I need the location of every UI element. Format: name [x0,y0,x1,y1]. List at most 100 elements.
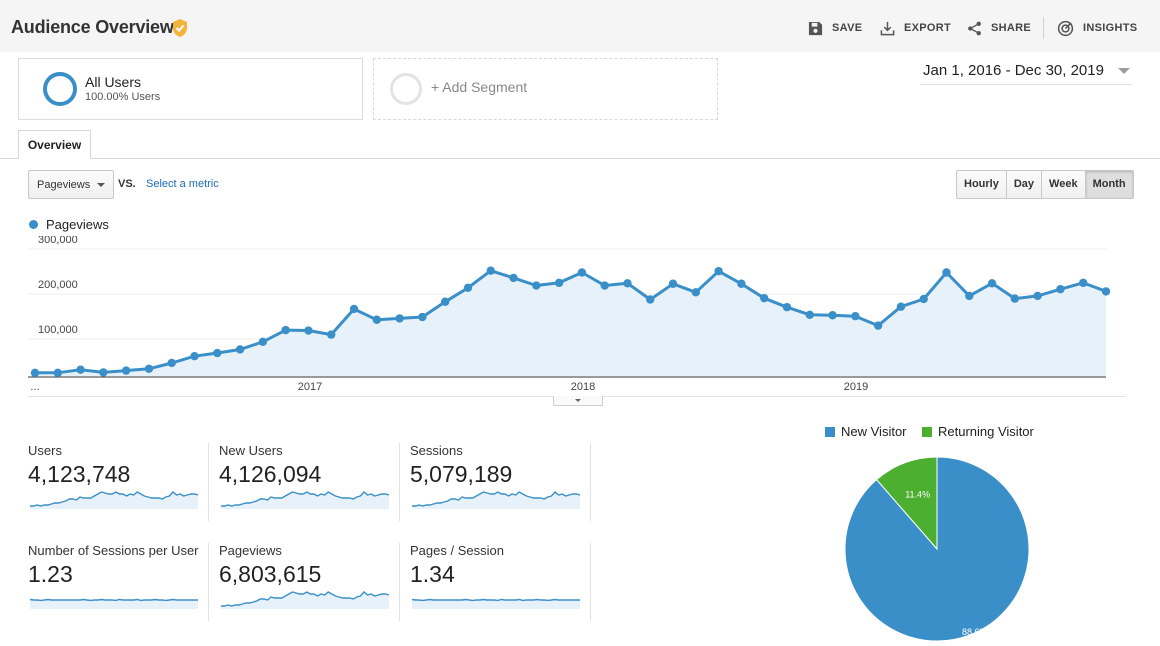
scorecard-pageviews[interactable]: Pageviews 6,803,615 [219,543,400,629]
x-tick-label: 2019 [844,381,868,393]
sparkline [412,491,581,509]
sparkline [221,591,390,609]
data-point [372,315,382,324]
scorecard-value: 1.34 [410,561,455,587]
sparkline-area [412,599,580,609]
pie-legend-new-visitor[interactable]: New Visitor [825,424,907,439]
scorecard-users[interactable]: Users 4,123,748 [28,443,209,529]
chart-expand-handle[interactable] [553,396,603,406]
data-point [1033,291,1042,301]
download-icon [880,21,895,35]
segment-percentage: 100.00% Users [85,91,161,103]
data-point [213,348,222,358]
sparkline-line [412,491,581,507]
caret-down-icon [97,183,105,187]
scorecard-label: Pages / Session [410,543,504,558]
data-point [30,368,40,378]
data-point [1056,284,1065,294]
scorecard-label: Number of Sessions per User [28,543,199,558]
sparkline [411,598,580,609]
insights-button[interactable]: INSIGHTS [1057,18,1137,38]
data-point [714,266,723,276]
pie-slice-label: 11.4% [905,489,930,499]
scorecard-sessions[interactable]: Sessions 5,079,189 [410,443,591,529]
date-range-picker[interactable]: Jan 1, 2016 - Dec 30, 2019 [920,61,1132,85]
select-metric-link[interactable]: Select a metric [146,178,219,190]
data-point [828,311,837,320]
pageviews-line-chart[interactable]: 100,000 200,000 300,000... 2017 2018 2019 [0,236,1160,396]
metric-dropdown[interactable]: Pageviews [28,170,114,199]
share-label: SHARE [991,22,1032,34]
scorecard-value: 4,123,748 [28,461,131,487]
sparkline [221,491,390,509]
data-point [327,330,336,339]
save-label: SAVE [832,22,863,34]
pie-legend-returning-visitor[interactable]: Returning Visitor [922,424,1034,439]
insights-icon [1057,20,1074,36]
x-tick-label: 2018 [571,381,595,393]
share-button[interactable]: SHARE [967,18,1031,38]
data-point [235,345,245,354]
sparkline-line [30,491,199,507]
scorecard-sessions-per-user[interactable]: Number of Sessions per User 1.23 [28,543,209,629]
sparkline-area [30,492,198,509]
data-point [942,268,951,277]
segment-all-users[interactable]: All Users 100.00% Users [18,58,363,120]
vs-label: VS. [118,178,136,190]
empty-segment-ring-icon [390,73,422,105]
scorecard-new-users[interactable]: New Users 4,126,094 [219,443,400,529]
x-tick-label: 2017 [298,381,322,393]
data-point [737,279,746,288]
data-point [281,325,290,335]
page-title: Audience Overview [11,17,174,37]
data-point [258,337,268,346]
verified-shield-icon [173,19,187,37]
sparkline-line [29,598,198,602]
toolbar-divider [1043,17,1044,39]
chevron-down-icon [1118,68,1130,74]
granularity-hourly-button[interactable]: Hourly [957,171,1007,198]
x-tick-label: ... [30,381,39,393]
scorecard-divider [208,443,209,521]
data-point [873,321,883,330]
sparkline [30,491,199,509]
granularity-toggle: Hourly Day Week Month [956,170,1134,199]
data-point [121,366,131,375]
save-icon [808,21,823,35]
scorecard-divider [590,443,591,521]
pie-slice-label: 88.6% [962,627,988,637]
segment-name: All Users [85,74,142,90]
share-icon [968,21,981,35]
data-point [623,279,632,288]
granularity-day-button[interactable]: Day [1006,171,1043,198]
data-point [646,295,655,304]
data-point [486,266,495,275]
pie-slice-returning-visitor [875,456,938,551]
data-point [668,279,678,288]
visitor-type-pie-chart[interactable]: 88.6% 11.4% [840,452,1036,646]
granularity-week-button[interactable]: Week [1042,171,1086,198]
scorecard-pages-per-session[interactable]: Pages / Session 1.34 [410,543,591,629]
legend-label: Pageviews [46,217,109,232]
export-button[interactable]: EXPORT [880,18,951,38]
tab-overview[interactable]: Overview [18,130,91,159]
data-point [395,314,404,323]
data-point [805,310,814,319]
date-range-text: Jan 1, 2016 - Dec 30, 2019 [923,62,1104,79]
data-point [1079,278,1088,288]
add-segment-button[interactable]: + Add Segment [373,58,718,120]
scorecard-divider [208,543,209,621]
data-point [600,281,609,290]
sparkline-area [221,592,389,609]
data-point [1101,287,1111,296]
save-button[interactable]: SAVE [808,18,862,38]
data-point [190,352,199,361]
export-label: EXPORT [904,22,952,34]
sparkline-area [30,599,198,609]
legend-swatch [825,426,835,437]
pie-legend-label: Returning Visitor [938,424,1034,439]
data-point [144,364,154,373]
scorecard-label: Sessions [410,443,463,458]
granularity-month-button[interactable]: Month [1085,171,1133,198]
legend-marker [29,220,38,229]
